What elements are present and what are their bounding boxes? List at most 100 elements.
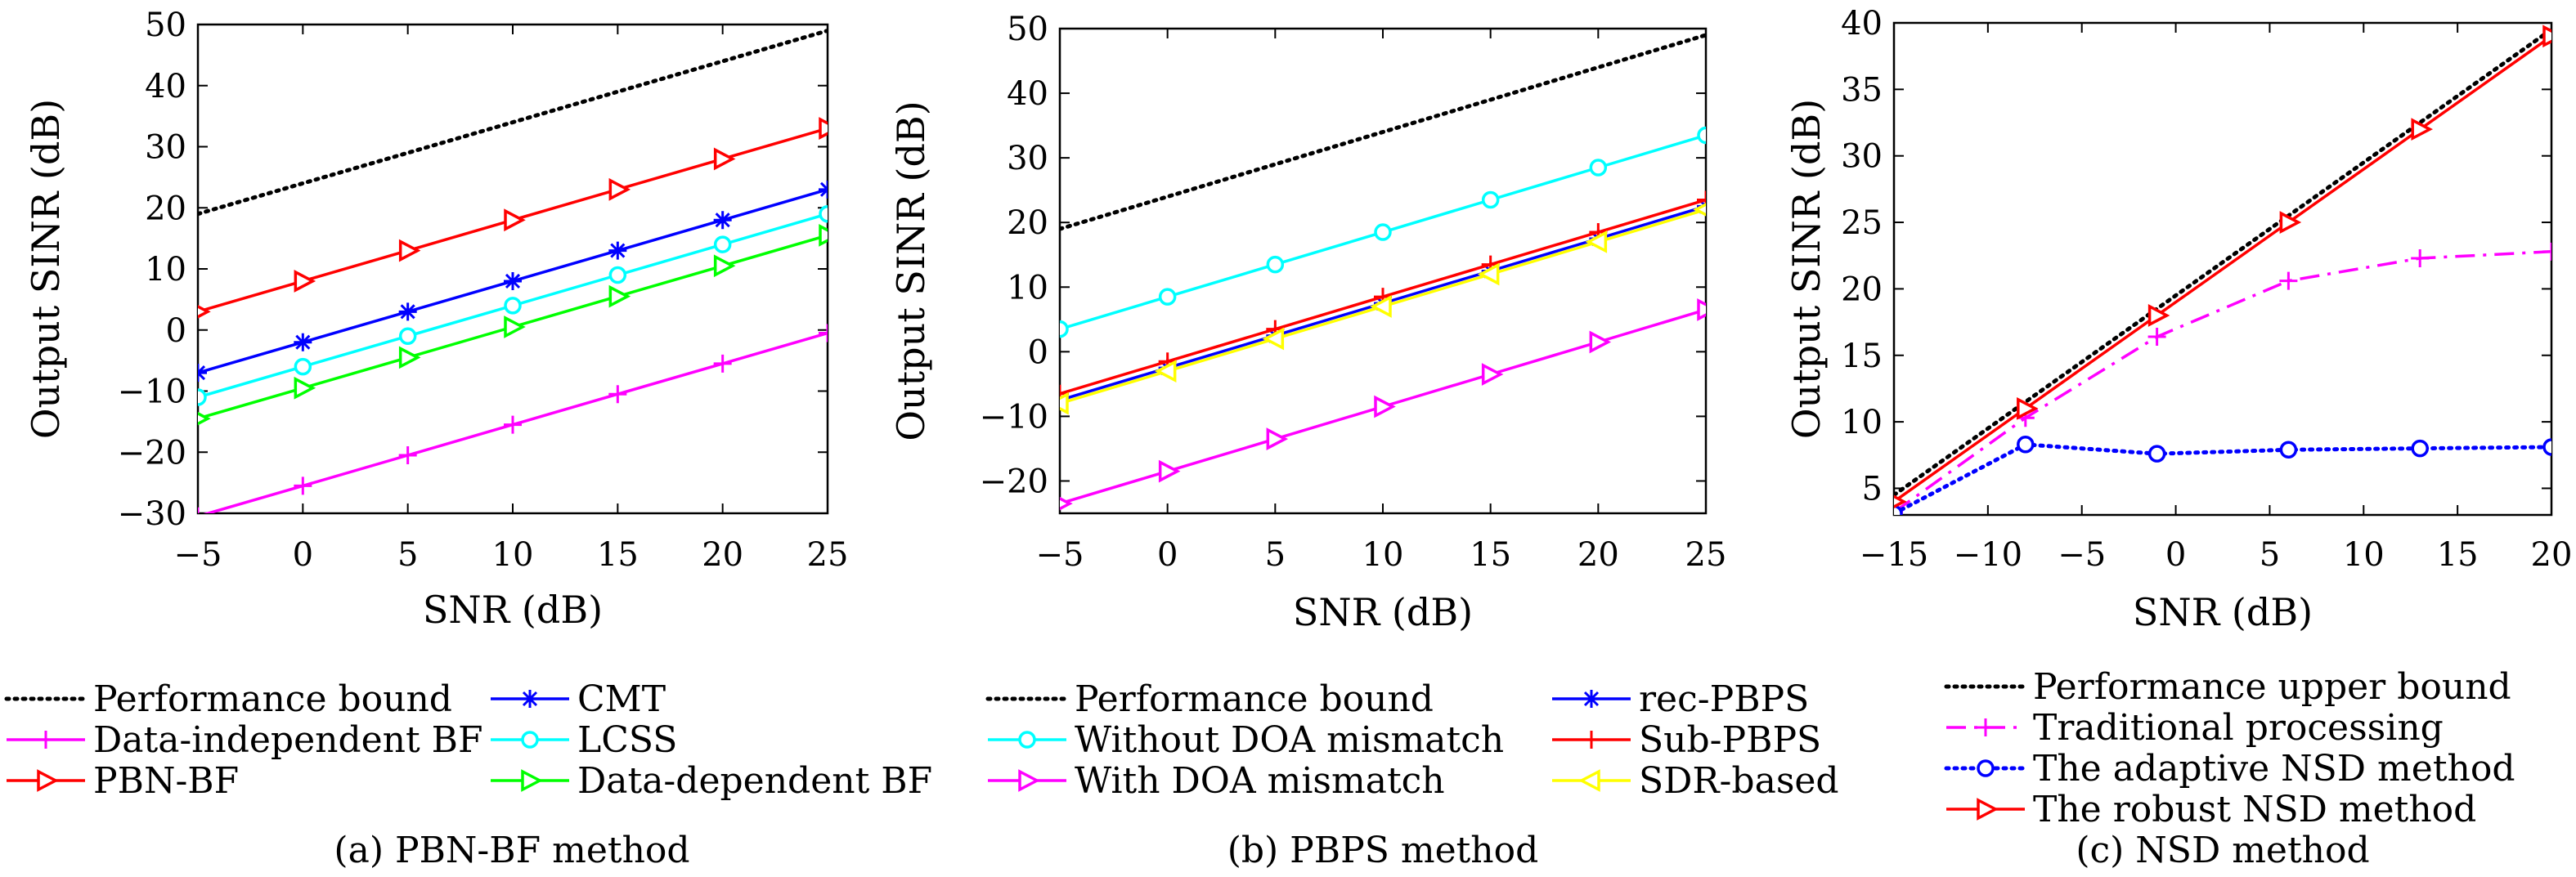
data-point [1894, 504, 1903, 515]
data-point [294, 477, 312, 495]
panel-caption: (b) PBPS method [1227, 830, 1539, 871]
x-tick-label: 15 [1470, 536, 1511, 574]
series-line-traditional-processing [1894, 250, 2551, 514]
data-point [398, 239, 421, 262]
legend-label: Data-independent BF [93, 719, 483, 761]
x-tick-label: 10 [492, 536, 534, 574]
x-tick-label: −15 [1860, 536, 1928, 574]
x-tick-label: 25 [807, 536, 849, 574]
data-point [294, 333, 312, 351]
data-point [2147, 327, 2166, 346]
y-axis-label: Output SINR (dB) [24, 99, 68, 439]
legend-entry-rec-pbps: rec-PBPS [1552, 678, 1809, 720]
series-lcss [198, 204, 828, 406]
y-tick-label: 50 [145, 7, 186, 44]
y-tick-label: −10 [980, 398, 1048, 436]
data-point [2279, 271, 2298, 290]
data-point [1589, 159, 1608, 177]
x-tick-label: 15 [2437, 536, 2479, 574]
x-tick-label: 20 [702, 536, 743, 574]
data-point [504, 297, 522, 315]
legend-marker [1578, 769, 1600, 792]
legend-entry-performance-upper-bound: Performance upper bound [1944, 666, 2511, 708]
x-axis-label: SNR (dB) [423, 588, 603, 632]
legend-marker [521, 731, 539, 749]
data-point [713, 235, 732, 253]
panel-caption: (c) NSD method [2076, 830, 2369, 871]
data-point [2411, 248, 2430, 267]
x-tick-label: 0 [293, 536, 313, 574]
legend-label: Sub-PBPS [1639, 719, 1821, 761]
y-tick-label: 15 [1841, 338, 1883, 375]
series-performance-bound [1060, 33, 1706, 231]
legend-entry-performance-bound: Performance bound [985, 678, 1434, 720]
series-data-independent-bf [198, 324, 828, 513]
data-point [2279, 211, 2302, 234]
legend-entry-traditional-processing: Traditional processing [1946, 707, 2444, 749]
legend-marker [1582, 731, 1600, 749]
legend-marker [521, 690, 539, 708]
legend-entry-sub-pbps: Sub-PBPS [1552, 719, 1821, 761]
x-tick-label: 15 [597, 536, 639, 574]
x-tick-label: 20 [1577, 536, 1619, 574]
series-data-dependent-bf [198, 223, 828, 426]
data-point [294, 357, 312, 376]
data-point [819, 117, 828, 140]
y-tick-label: 0 [166, 312, 186, 350]
legend-marker [1018, 731, 1036, 749]
y-tick-label: −20 [118, 434, 186, 472]
legend-label: Without DOA mismatch [1075, 719, 1504, 761]
data-point [198, 411, 211, 426]
series-line-performance-bound [1060, 33, 1706, 231]
legend-entry-sdr-based: SDR-based [1552, 760, 1839, 802]
legend-entry-performance-bound: Performance bound [4, 678, 452, 720]
legend-marker [1977, 759, 1995, 777]
legend-marker [1977, 718, 1995, 736]
series-pbn-bf [198, 117, 828, 319]
legend-label: The robust NSD method [2033, 789, 2476, 830]
data-point [2411, 118, 2433, 141]
data-point [1374, 395, 1396, 418]
data-point [1266, 255, 1285, 274]
series-with-doa-mismatch [1060, 298, 1706, 511]
x-tick-label: −5 [174, 536, 222, 574]
data-point [504, 415, 522, 434]
y-tick-label: 5 [1862, 470, 1883, 508]
legend-label: Performance upper bound [2033, 666, 2511, 708]
data-point [608, 241, 627, 260]
x-axis-label: SNR (dB) [1293, 590, 1473, 634]
data-point [713, 254, 736, 278]
legend-marker [37, 731, 55, 749]
data-point [398, 346, 421, 369]
data-point [1477, 262, 1500, 286]
y-tick-label: 30 [1841, 138, 1883, 176]
y-tick-label: 30 [1007, 140, 1048, 177]
y-tick-label: 10 [1007, 269, 1048, 307]
y-tick-label: −10 [118, 374, 186, 411]
legend-label: Performance bound [1075, 678, 1434, 720]
y-tick-label: 35 [1841, 71, 1883, 109]
data-point [2017, 436, 2035, 454]
panel-caption: (a) PBN-BF method [334, 830, 689, 871]
y-tick-label: 10 [1841, 404, 1883, 441]
data-point [1158, 288, 1177, 306]
y-tick-label: 0 [1028, 333, 1048, 371]
panel-pbn-bf: −5 0 5 10 15 20 25 −30 −20 −10 0 10 20 30 40 50 SNR (dB)… [4, 7, 932, 871]
x-tick-label: 0 [1157, 536, 1178, 574]
series-layer [198, 29, 828, 513]
legend-label: Data-dependent BF [577, 760, 932, 802]
legend-marker [1582, 690, 1600, 708]
y-tick-label: 20 [1841, 271, 1883, 308]
legend-label: rec-PBPS [1639, 678, 1809, 720]
data-point [504, 271, 522, 290]
data-point [608, 284, 631, 308]
legend-marker [1977, 798, 1999, 821]
data-point [713, 211, 732, 230]
legend-marker [37, 769, 59, 792]
plot-area-frame [196, 23, 829, 515]
y-tick-label: 10 [145, 251, 186, 289]
data-point [819, 180, 828, 199]
